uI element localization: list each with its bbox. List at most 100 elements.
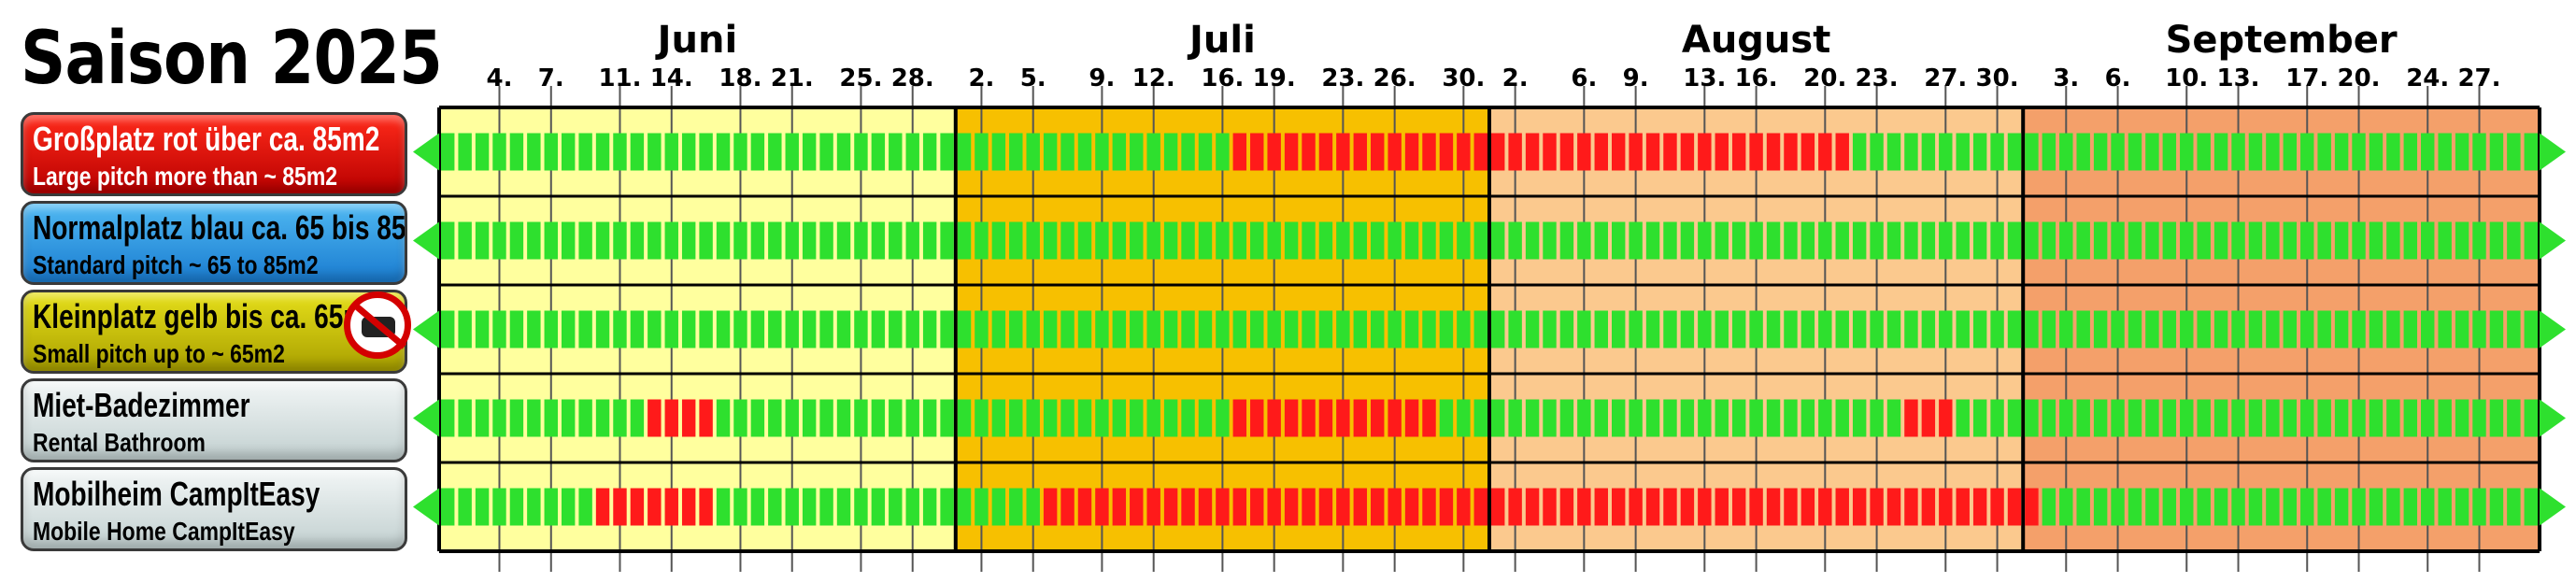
day-tick-label: 7.: [538, 64, 564, 92]
day-free: [991, 133, 1006, 171]
day-free: [1972, 133, 1987, 171]
day-free: [2507, 133, 2521, 171]
day-free: [2386, 488, 2400, 526]
day-free: [2317, 221, 2331, 260]
day-free: [1491, 399, 1505, 437]
day-free: [1163, 133, 1178, 171]
day-free: [2248, 310, 2263, 348]
day-free: [2472, 310, 2486, 348]
day-free: [458, 221, 472, 260]
day-free: [2334, 310, 2349, 348]
day-free: [1250, 310, 1264, 348]
day-free: [1972, 399, 1987, 437]
day-tick-label: 30.: [1442, 64, 1485, 92]
day-free: [1422, 221, 1436, 260]
day-free: [716, 221, 731, 260]
day-free: [802, 310, 817, 348]
day-tick-label: 28.: [891, 64, 934, 92]
day-free: [492, 221, 506, 260]
day-booked: [1818, 488, 1832, 526]
day-free: [1663, 399, 1677, 437]
day-free: [699, 310, 713, 348]
day-free: [1095, 221, 1109, 260]
day-free: [578, 488, 592, 526]
day-free: [854, 133, 868, 171]
day-free: [1508, 310, 1522, 348]
day-free: [1473, 310, 1487, 348]
day-tick-label: 24.: [2406, 64, 2449, 92]
day-free: [2438, 488, 2452, 526]
day-booked: [1749, 133, 1763, 171]
day-free: [1388, 310, 1402, 348]
day-free: [2076, 310, 2090, 348]
day-free: [871, 221, 886, 260]
day-booked: [1491, 133, 1505, 171]
day-free: [1163, 221, 1178, 260]
day-free: [2007, 399, 2022, 437]
day-free: [957, 488, 972, 526]
day-free: [1543, 399, 1557, 437]
day-booked: [1870, 488, 1884, 526]
day-booked: [1232, 133, 1247, 171]
day-free: [1990, 133, 2004, 171]
day-free: [1404, 310, 1419, 348]
day-free: [802, 133, 817, 171]
day-free: [509, 221, 524, 260]
day-free: [1921, 310, 1936, 348]
day-free: [2231, 488, 2245, 526]
day-free: [957, 221, 972, 260]
day-free: [785, 221, 799, 260]
day-booked: [1198, 488, 1213, 526]
day-free: [905, 488, 919, 526]
category-name-de: Mobilheim CampItEasy: [33, 475, 320, 513]
day-free: [2472, 221, 2486, 260]
day-free: [630, 399, 645, 437]
day-free: [475, 310, 490, 348]
day-free: [527, 488, 541, 526]
day-free: [1645, 221, 1660, 260]
day-booked: [1559, 488, 1574, 526]
category-large-pitch: Großplatz rot über ca. 85m2 Large pitch …: [21, 112, 407, 196]
day-free: [492, 310, 506, 348]
day-free: [595, 133, 610, 171]
day-free: [1009, 221, 1023, 260]
day-free: [1715, 221, 1729, 260]
day-free: [2213, 221, 2228, 260]
day-booked: [1921, 399, 1936, 437]
day-free: [1629, 221, 1643, 260]
day-free: [2007, 221, 2022, 260]
day-free: [940, 221, 954, 260]
day-free: [1181, 221, 1195, 260]
day-booked: [1559, 133, 1574, 171]
day-free: [2076, 399, 2090, 437]
day-free: [2266, 310, 2280, 348]
day-booked: [613, 488, 627, 526]
day-free: [2489, 488, 2504, 526]
day-free: [1216, 310, 1230, 348]
day-free: [561, 399, 576, 437]
day-free: [733, 133, 747, 171]
day-booked: [1611, 133, 1626, 171]
day-free: [2317, 488, 2331, 526]
day-free: [2162, 221, 2177, 260]
day-free: [1921, 221, 1936, 260]
month-background: [439, 107, 956, 551]
day-tick-label: 17.: [2285, 64, 2328, 92]
day-free: [991, 310, 1006, 348]
day-free: [1353, 310, 1368, 348]
day-free: [819, 221, 833, 260]
day-booked: [1800, 133, 1815, 171]
day-booked: [1473, 488, 1487, 526]
day-free: [2283, 488, 2298, 526]
day-free: [1749, 399, 1763, 437]
day-free: [2489, 133, 2504, 171]
day-booked: [1939, 399, 1953, 437]
day-free: [785, 133, 799, 171]
category-name-en: Large pitch more than ~ 85m2: [33, 162, 338, 191]
day-booked: [1388, 133, 1402, 171]
day-free: [1818, 399, 1832, 437]
day-free: [458, 310, 472, 348]
arrow-right-icon: [2540, 133, 2566, 171]
day-free: [2180, 310, 2194, 348]
day-booked: [681, 488, 696, 526]
